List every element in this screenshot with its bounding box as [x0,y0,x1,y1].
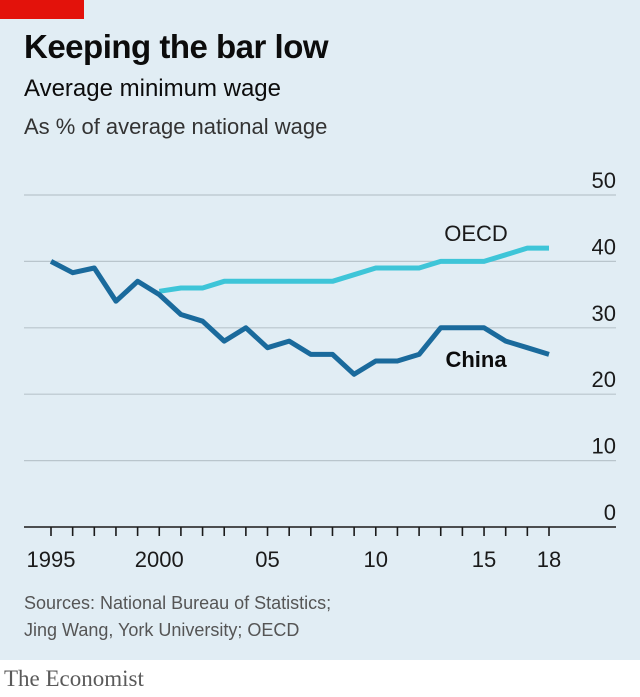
sources-line-2: Jing Wang, York University; OECD [24,620,300,640]
y-tick-label-50: 50 [592,168,616,193]
x-tick-label-10: 10 [364,547,388,572]
y-tick-label-10: 10 [592,434,616,459]
brand-red-tag [0,0,84,19]
chart-title: Keeping the bar low [24,28,329,65]
y-tick-label-0: 0 [604,500,616,525]
series-line-china [49,259,550,377]
x-tick-label-18: 18 [537,547,561,572]
x-tick-label-05: 05 [255,547,279,572]
y-tick-label-40: 40 [592,234,616,259]
line-chart: 0 10 20 30 40 50 1995 2000 05 10 15 18 OECD China [24,168,616,572]
series-label-china: China [445,347,507,372]
chart-panel [0,0,640,660]
chart-subtitle: Average minimum wage [24,75,282,102]
y-tick-label-30: 30 [592,301,616,326]
sources-line-1: Sources: National Bureau of Statistics; [24,593,332,613]
brand-wordmark: The Economist [4,666,144,691]
y-tick-label-20: 20 [592,367,616,392]
series-label-oecd: OECD [444,221,508,246]
sources-note: Sources: National Bureau of Statistics; … [24,590,331,644]
series-line-oecd [158,245,549,294]
x-tick-label-15: 15 [472,547,496,572]
x-tick-label-2000: 2000 [135,547,184,572]
x-tick-label-1995: 1995 [27,547,76,572]
chart-unit-label: As % of average national wage [24,114,328,139]
